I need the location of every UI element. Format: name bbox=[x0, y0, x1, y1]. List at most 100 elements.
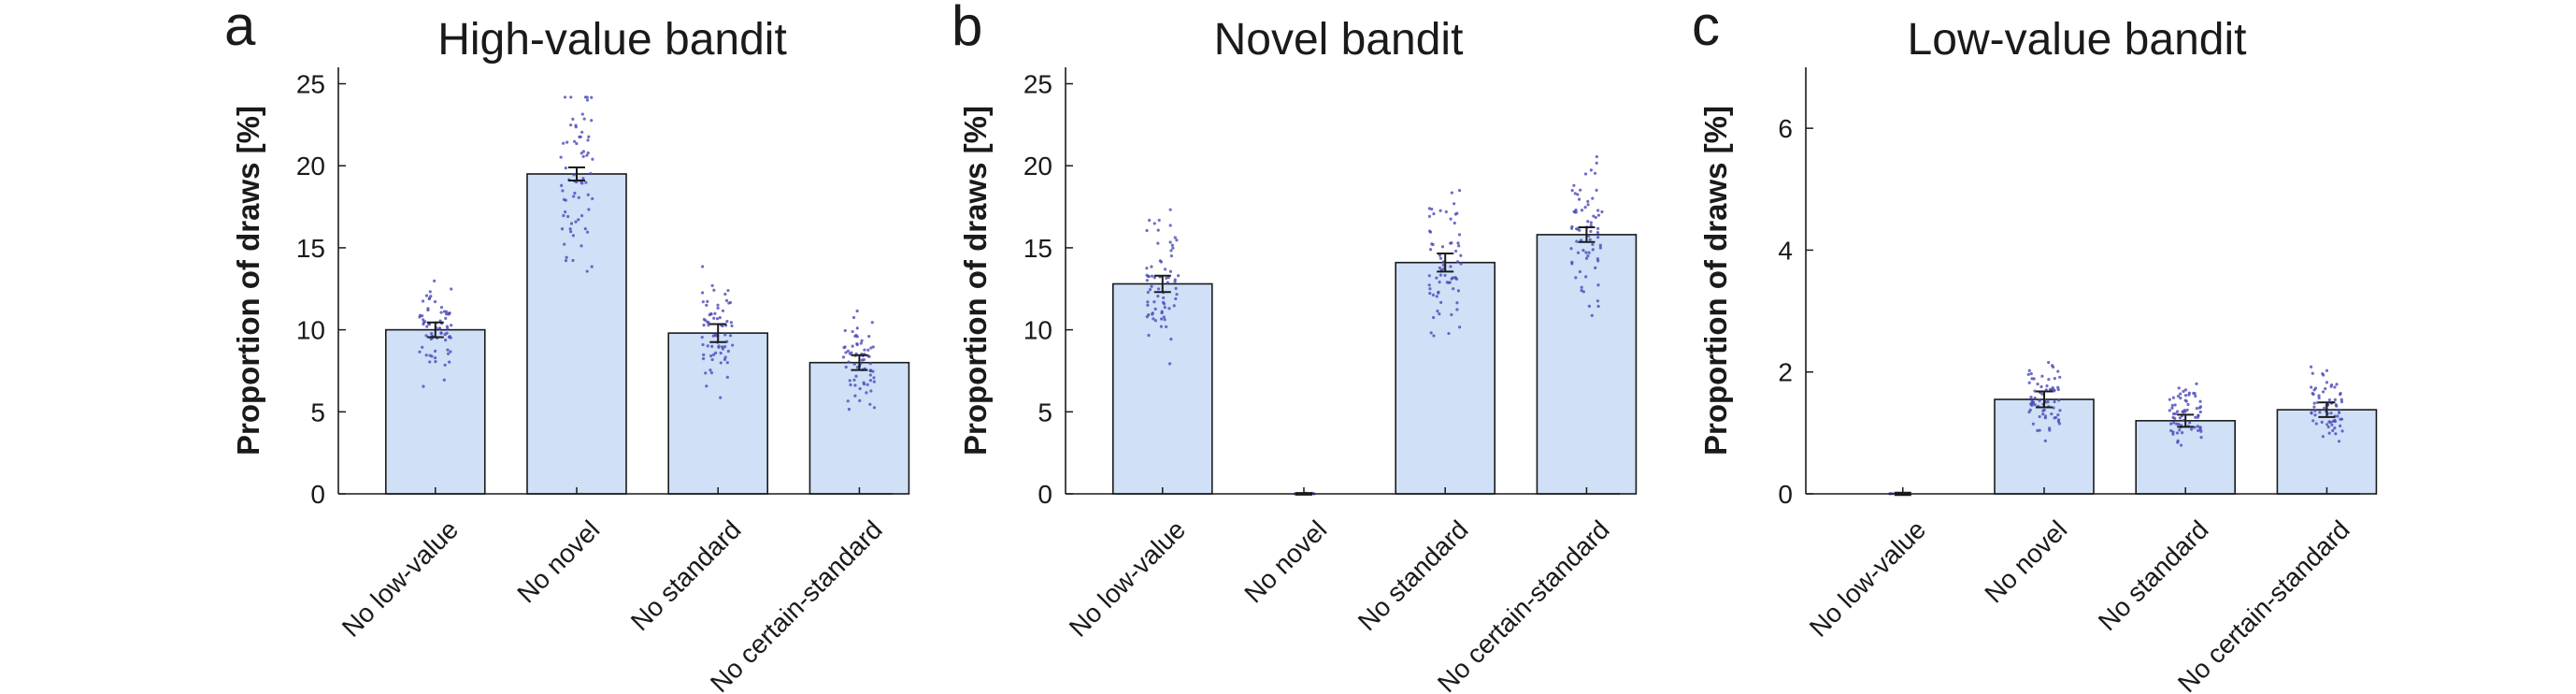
data-point bbox=[701, 300, 705, 304]
y-tick-label: 2 bbox=[1778, 358, 1793, 387]
data-point bbox=[855, 342, 859, 347]
data-point bbox=[1457, 244, 1461, 248]
x-tick-label: No novel bbox=[1979, 514, 2072, 608]
data-point bbox=[2183, 394, 2188, 398]
data-point bbox=[2313, 413, 2317, 417]
data-point bbox=[2333, 385, 2337, 389]
data-point bbox=[578, 135, 581, 138]
y-tick-label: 6 bbox=[1778, 114, 1793, 143]
data-point bbox=[1152, 276, 1156, 280]
data-point bbox=[448, 311, 451, 315]
data-point bbox=[2053, 399, 2056, 404]
y-tick-label: 20 bbox=[1023, 152, 1052, 181]
data-point bbox=[855, 366, 860, 369]
data-point bbox=[853, 394, 857, 398]
data-point bbox=[569, 123, 573, 127]
data-point bbox=[721, 309, 725, 312]
data-point bbox=[586, 138, 590, 142]
data-point bbox=[2040, 374, 2044, 378]
data-point bbox=[2052, 406, 2055, 410]
data-point bbox=[1596, 226, 1600, 230]
y-tick-label: 25 bbox=[1023, 70, 1052, 99]
bar bbox=[1536, 234, 1638, 495]
data-point bbox=[1586, 203, 1590, 207]
data-point bbox=[577, 195, 580, 199]
data-point bbox=[1584, 256, 1589, 260]
data-point bbox=[2058, 409, 2062, 412]
bar bbox=[667, 332, 769, 495]
bar bbox=[1111, 282, 1213, 495]
data-point bbox=[2057, 398, 2061, 402]
data-point bbox=[589, 172, 593, 176]
data-point bbox=[585, 98, 590, 102]
data-point bbox=[1151, 311, 1154, 315]
data-point bbox=[1449, 265, 1453, 268]
data-point bbox=[1457, 233, 1462, 237]
data-point bbox=[2038, 398, 2041, 402]
data-point bbox=[868, 361, 872, 366]
data-point bbox=[450, 287, 453, 291]
data-point bbox=[2178, 428, 2182, 432]
data-point bbox=[580, 152, 583, 155]
x-tick-label: No standard bbox=[1352, 514, 1474, 636]
data-point bbox=[851, 329, 854, 334]
data-point bbox=[580, 244, 583, 248]
data-point bbox=[1438, 311, 1441, 316]
data-point bbox=[429, 295, 433, 298]
data-point bbox=[1153, 319, 1158, 323]
data-point bbox=[433, 279, 436, 283]
data-point bbox=[868, 373, 872, 377]
data-point bbox=[2178, 416, 2182, 420]
data-point bbox=[422, 318, 425, 322]
data-point bbox=[2033, 389, 2037, 393]
data-point bbox=[2327, 398, 2331, 402]
data-point bbox=[2179, 397, 2182, 400]
bar bbox=[2276, 409, 2378, 495]
data-point bbox=[1438, 209, 1442, 212]
data-point bbox=[725, 361, 729, 365]
data-point bbox=[1589, 168, 1593, 172]
data-point bbox=[1145, 267, 1149, 270]
data-point bbox=[1174, 286, 1178, 290]
data-point bbox=[586, 151, 590, 155]
data-point bbox=[1598, 243, 1602, 247]
x-tick-label: No low-value bbox=[336, 514, 464, 642]
data-point bbox=[437, 326, 441, 330]
data-point bbox=[1168, 269, 1173, 273]
data-point bbox=[1459, 253, 1463, 257]
data-point bbox=[1174, 296, 1178, 301]
data-point bbox=[421, 299, 425, 303]
data-point bbox=[1596, 209, 1600, 212]
data-point bbox=[1429, 331, 1433, 335]
data-point bbox=[2056, 387, 2060, 392]
data-point bbox=[844, 365, 848, 369]
data-point bbox=[1163, 318, 1166, 322]
data-point bbox=[1166, 281, 1169, 284]
data-point bbox=[1150, 265, 1153, 268]
data-point bbox=[2171, 430, 2175, 434]
data-point bbox=[587, 208, 591, 211]
y-axis-label: Proportion of draws [%] bbox=[1698, 106, 1733, 455]
data-point bbox=[421, 314, 424, 318]
data-point bbox=[2028, 408, 2032, 412]
y-tick-label: 20 bbox=[296, 152, 325, 181]
data-point bbox=[2318, 411, 2322, 414]
data-point bbox=[1570, 224, 1574, 228]
data-point bbox=[1572, 183, 1576, 187]
data-point bbox=[1152, 222, 1156, 225]
data-point bbox=[1584, 275, 1588, 279]
y-tick-label: 15 bbox=[1023, 234, 1052, 263]
data-point bbox=[1165, 276, 1168, 280]
data-point bbox=[2340, 417, 2344, 421]
data-point bbox=[2313, 386, 2318, 390]
data-point bbox=[425, 325, 429, 328]
data-point bbox=[2311, 371, 2314, 375]
data-point bbox=[704, 371, 708, 375]
data-point bbox=[2190, 427, 2194, 431]
data-point bbox=[1432, 212, 1436, 216]
data-point bbox=[2039, 384, 2043, 389]
data-point bbox=[2048, 428, 2052, 432]
data-point bbox=[872, 380, 876, 383]
data-point bbox=[2042, 408, 2046, 412]
data-point bbox=[1453, 212, 1458, 216]
